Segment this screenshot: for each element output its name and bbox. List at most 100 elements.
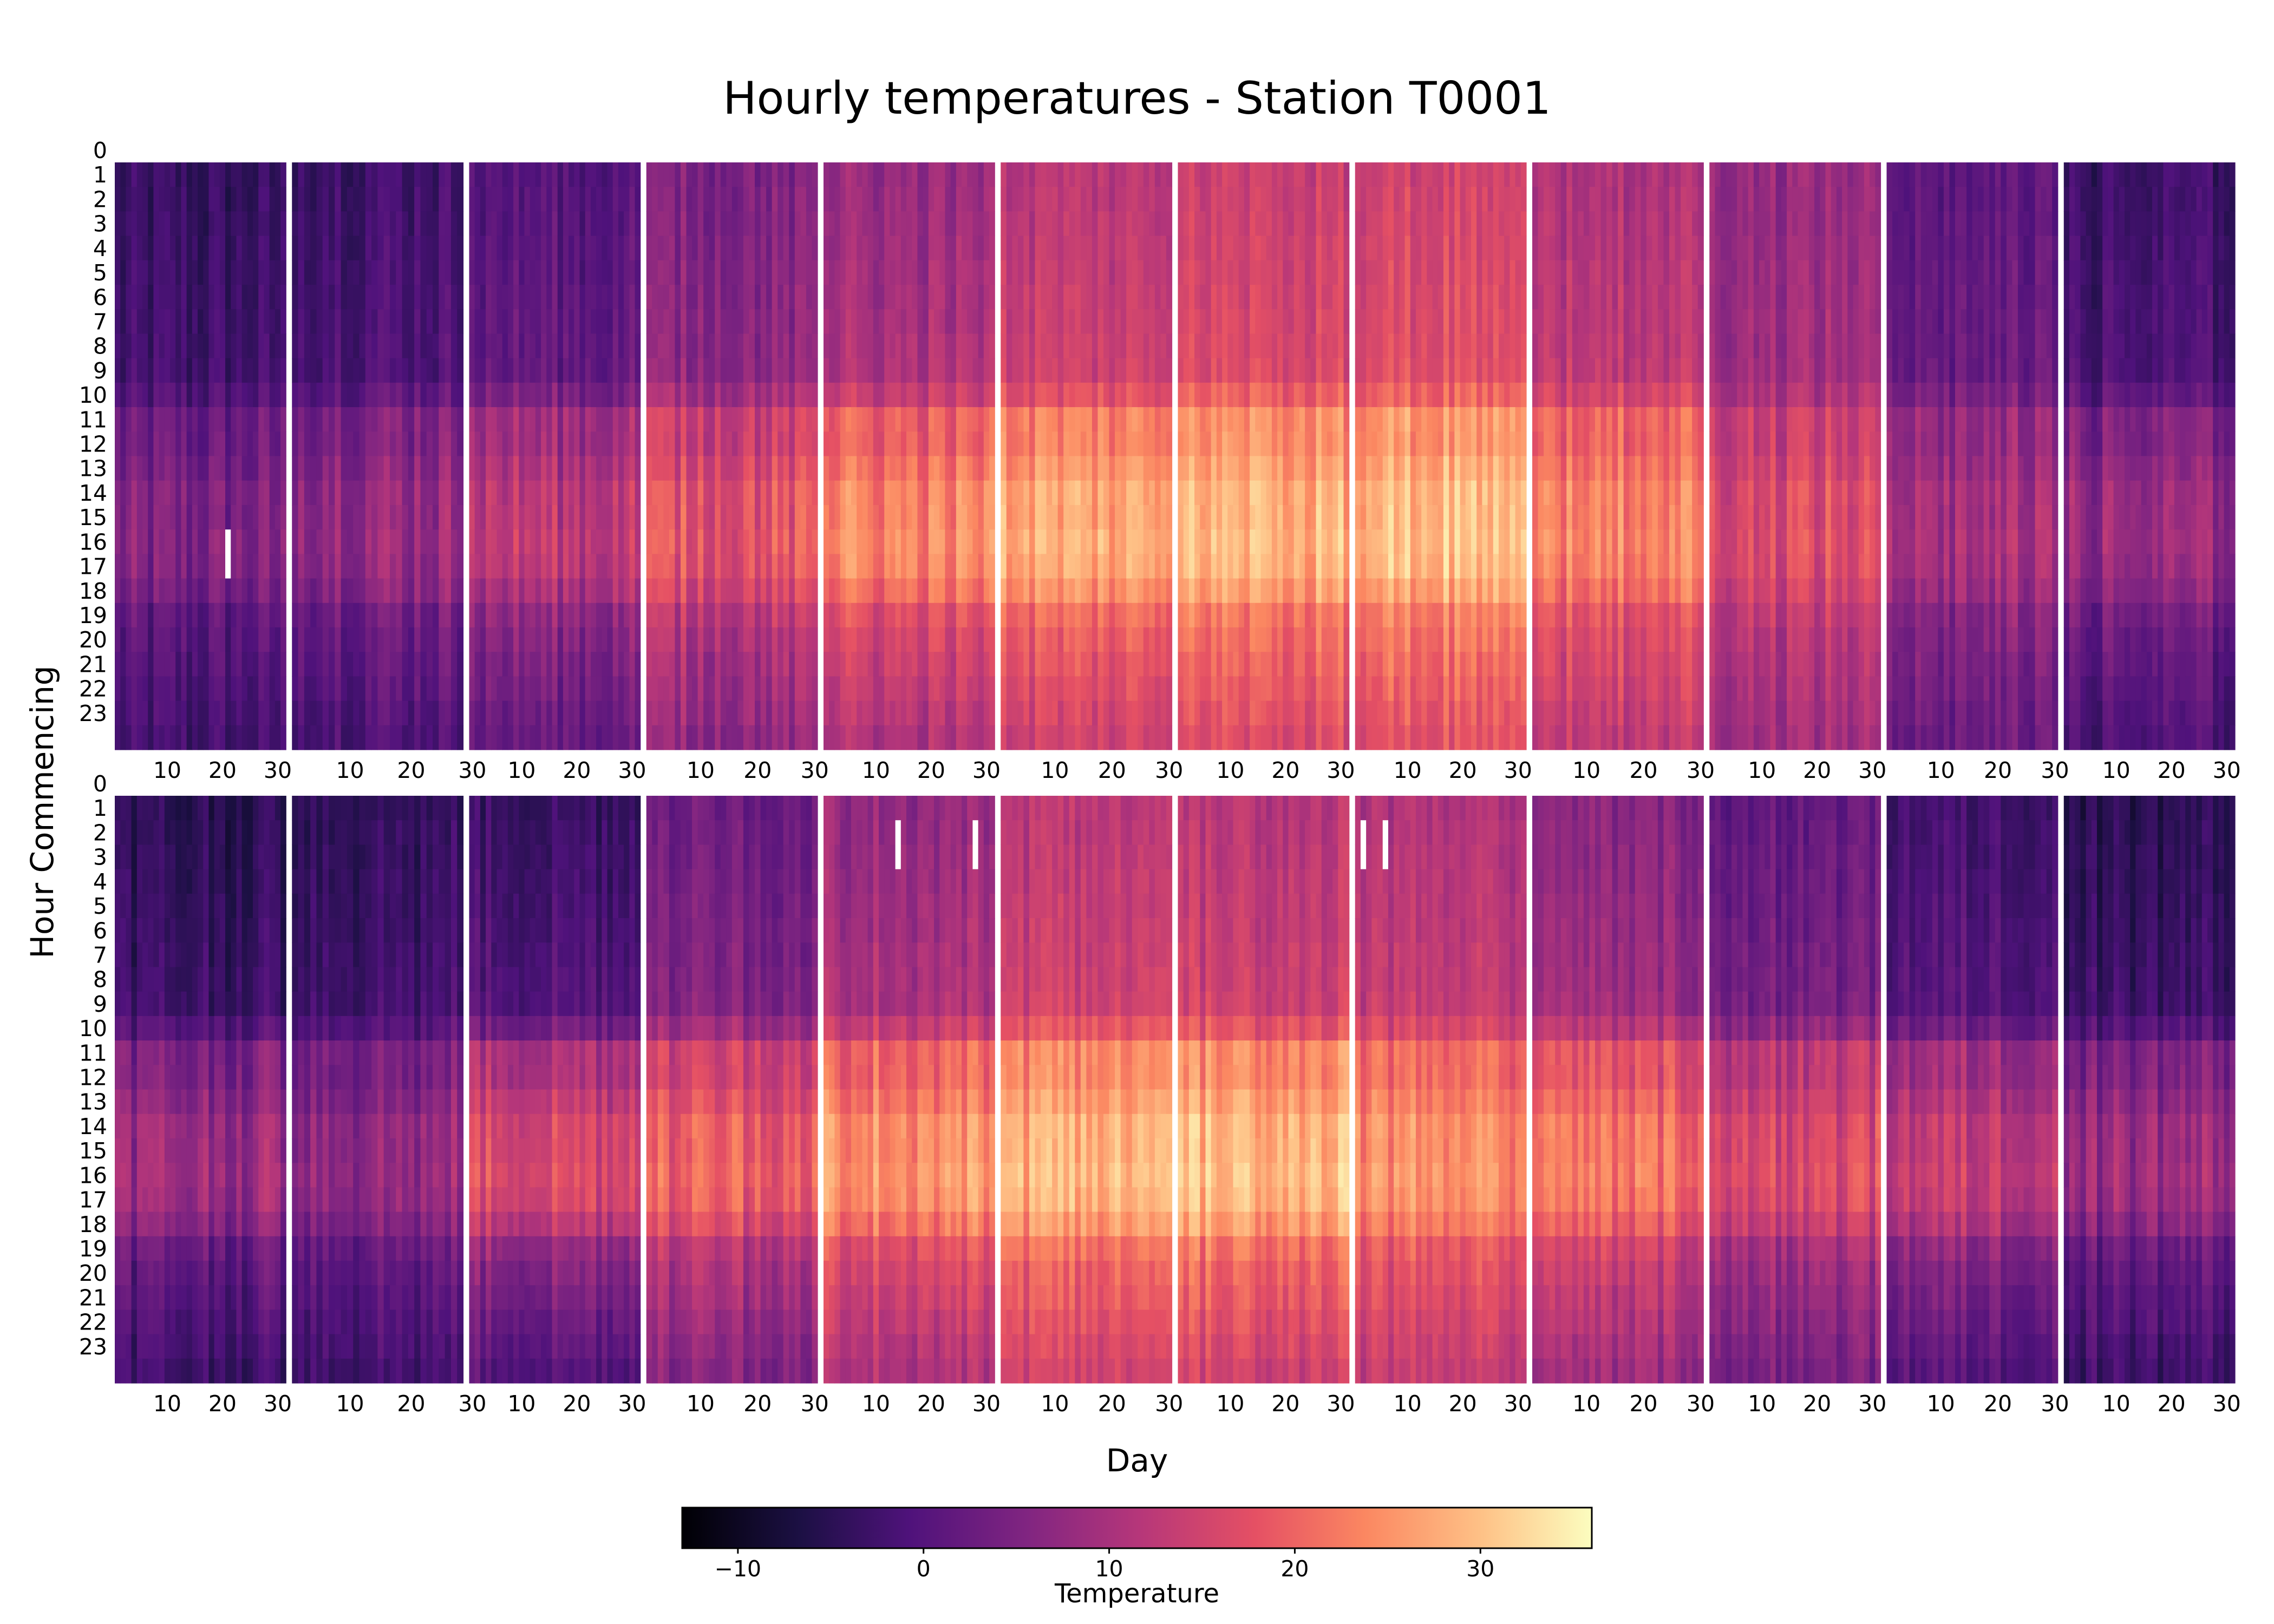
heatmap-cell: [486, 505, 492, 530]
heatmap-cell: [1115, 235, 1121, 261]
heatmap-cell: [341, 578, 348, 604]
heatmap-cell: [203, 480, 210, 506]
heatmap-cell: [1244, 603, 1250, 628]
heatmap-cell: [383, 603, 390, 628]
heatmap-cell: [777, 725, 784, 750]
heatmap-cell: [612, 358, 619, 383]
heatmap-cell: [703, 652, 710, 677]
heatmap-cell: [445, 431, 452, 457]
heatmap-cell: [304, 652, 311, 677]
heatmap-cell: [760, 382, 767, 408]
heatmap-cell: [353, 603, 360, 628]
heatmap-cell: [812, 456, 818, 481]
hour-tick-label: 22: [79, 676, 107, 702]
heatmap-cell: [347, 676, 354, 702]
heatmap-cell: [253, 480, 259, 506]
heatmap-cell: [806, 456, 813, 481]
heatmap-cell: [618, 480, 624, 506]
heatmap-cell: [989, 162, 995, 187]
heatmap-cell: [1299, 700, 1305, 726]
heatmap-cell: [480, 358, 486, 383]
heatmap-cell: [755, 700, 761, 726]
heatmap-cell: [496, 358, 503, 383]
heatmap-cell: [1097, 211, 1104, 237]
heatmap-cell: [192, 554, 198, 579]
heatmap-cell: [1115, 725, 1121, 750]
heatmap-cell: [181, 603, 187, 628]
heatmap-cell: [203, 456, 210, 481]
heatmap-cell: [1035, 285, 1041, 310]
heatmap-cell: [1132, 627, 1138, 652]
heatmap-cell: [131, 505, 138, 530]
heatmap-cell: [1041, 578, 1047, 604]
heatmap-cell: [602, 333, 608, 359]
heatmap-cell: [280, 333, 286, 359]
heatmap-cell: [978, 211, 984, 237]
heatmap-cell: [474, 431, 481, 457]
heatmap-cell: [439, 309, 446, 335]
heatmap-cell: [789, 162, 795, 187]
heatmap-cell: [159, 505, 165, 530]
heatmap-cell: [972, 652, 979, 677]
heatmap-cell: [1109, 211, 1115, 237]
heatmap-cell: [502, 285, 508, 310]
heatmap-cell: [502, 725, 508, 750]
heatmap-cell: [115, 652, 121, 677]
heatmap-cell: [715, 235, 721, 261]
heatmap-cell: [912, 162, 918, 187]
heatmap-cell: [219, 676, 226, 702]
heatmap-cell: [1222, 382, 1228, 408]
heatmap-cell: [1092, 627, 1099, 652]
heatmap-cell: [652, 333, 658, 359]
heatmap-cell: [1052, 578, 1058, 604]
heatmap-cell: [541, 162, 547, 187]
heatmap-cell: [590, 309, 597, 335]
heatmap-cell: [1250, 700, 1256, 726]
heatmap-cell: [396, 603, 403, 628]
heatmap-cell: [1178, 382, 1184, 408]
heatmap-cell: [192, 700, 198, 726]
heatmap-cell: [1288, 162, 1295, 187]
heatmap-cell: [491, 554, 498, 579]
heatmap-cell: [1092, 480, 1099, 506]
heatmap-cell: [1092, 652, 1099, 677]
heatmap-cell: [906, 529, 912, 554]
heatmap-cell: [1260, 676, 1267, 702]
heatmap-cell: [1086, 652, 1093, 677]
heatmap-cell: [1205, 431, 1212, 457]
heatmap-cell: [972, 285, 979, 310]
heatmap-cell: [236, 333, 243, 359]
heatmap-cell: [794, 603, 801, 628]
heatmap-cell: [181, 285, 187, 310]
heatmap-cell: [1075, 382, 1081, 408]
heatmap-cell: [535, 676, 541, 702]
heatmap-cell: [607, 529, 613, 554]
heatmap-cell: [772, 333, 778, 359]
heatmap-cell: [1126, 162, 1133, 187]
heatmap-cell: [153, 652, 160, 677]
heatmap-cell: [983, 382, 990, 408]
heatmap-cell: [1255, 505, 1262, 530]
heatmap-cell: [1205, 700, 1212, 726]
heatmap-cell: [1299, 480, 1305, 506]
heatmap-cell: [275, 700, 281, 726]
heatmap-cell: [1305, 456, 1311, 481]
heatmap-cell: [590, 603, 597, 628]
heatmap-cell: [743, 309, 750, 335]
heatmap-cell: [956, 529, 962, 554]
heatmap-cell: [1288, 456, 1295, 481]
heatmap-cell: [1250, 260, 1256, 285]
heatmap-cell: [408, 407, 415, 432]
heatmap-cell: [1086, 505, 1093, 530]
heatmap-cell: [280, 652, 286, 677]
heatmap-cell: [812, 407, 818, 432]
heatmap-cell: [612, 407, 619, 432]
heatmap-cell: [834, 235, 841, 261]
heatmap-cell: [275, 382, 281, 408]
heatmap-cell: [513, 725, 519, 750]
heatmap-cell: [962, 652, 968, 677]
heatmap-cell: [890, 725, 896, 750]
heatmap-cell: [1035, 505, 1041, 530]
heatmap-cell: [159, 382, 165, 408]
heatmap-cell: [1266, 578, 1272, 604]
